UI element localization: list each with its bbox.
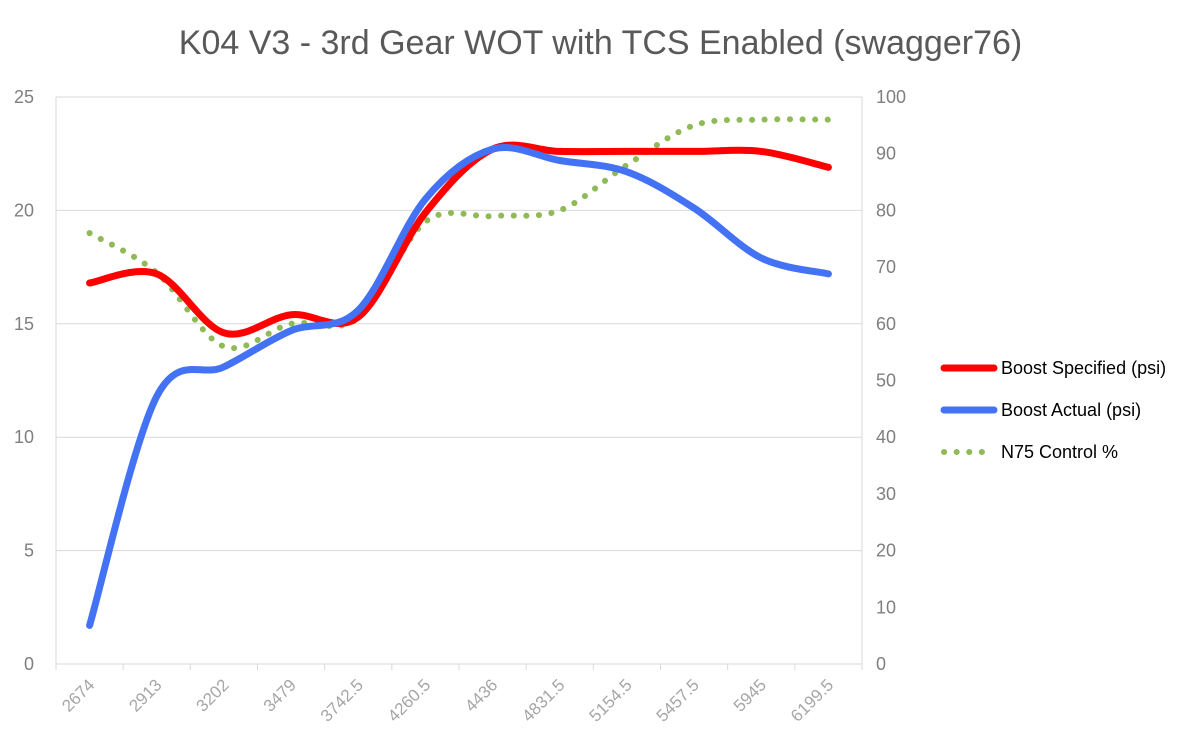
y2-tick-label: 100 [876, 87, 906, 107]
legend-label-2: N75 Control % [1001, 442, 1118, 462]
series-line-0 [86, 141, 832, 338]
x-tick-label: 6199.5 [787, 675, 837, 725]
y2-tick-label: 70 [876, 257, 896, 277]
x-tick-label: 2913 [125, 675, 165, 715]
series-line-1 [86, 144, 832, 629]
legend-label-0: Boost Specified (psi) [1001, 358, 1166, 378]
x-tick-label: 4260.5 [384, 675, 434, 725]
x-tick-label: 2674 [58, 675, 98, 715]
y-tick-label: 25 [14, 87, 34, 107]
y2-tick-label: 80 [876, 200, 896, 220]
y-tick-label: 10 [14, 427, 34, 447]
x-tick-label: 5945 [730, 675, 770, 715]
legend-label-1: Boost Actual (psi) [1001, 400, 1141, 420]
x-tick-label: 5457.5 [653, 675, 703, 725]
y-tick-label: 15 [14, 314, 34, 334]
x-tick-label: 3202 [193, 675, 233, 715]
x-tick-label: 5154.5 [586, 675, 636, 725]
x-tick-label: 3479 [260, 675, 300, 715]
y2-tick-label: 20 [876, 541, 896, 561]
y2-tick-label: 0 [876, 654, 886, 674]
y-tick-label: 5 [24, 541, 34, 561]
y-tick-label: 0 [24, 654, 34, 674]
y2-tick-label: 60 [876, 314, 896, 334]
y2-tick-label: 50 [876, 371, 896, 391]
x-tick-label: 3742.5 [317, 675, 367, 725]
y2-tick-label: 40 [876, 427, 896, 447]
chart-title: K04 V3 - 3rd Gear WOT with TCS Enabled (… [178, 24, 1023, 62]
x-tick-label: 4831.5 [518, 675, 568, 725]
y2-tick-label: 30 [876, 484, 896, 504]
series-line-2 [86, 116, 832, 352]
y2-tick-label: 90 [876, 144, 896, 164]
x-tick-label: 4436 [461, 675, 501, 715]
y2-tick-label: 10 [876, 597, 896, 617]
y-tick-label: 20 [14, 200, 34, 220]
